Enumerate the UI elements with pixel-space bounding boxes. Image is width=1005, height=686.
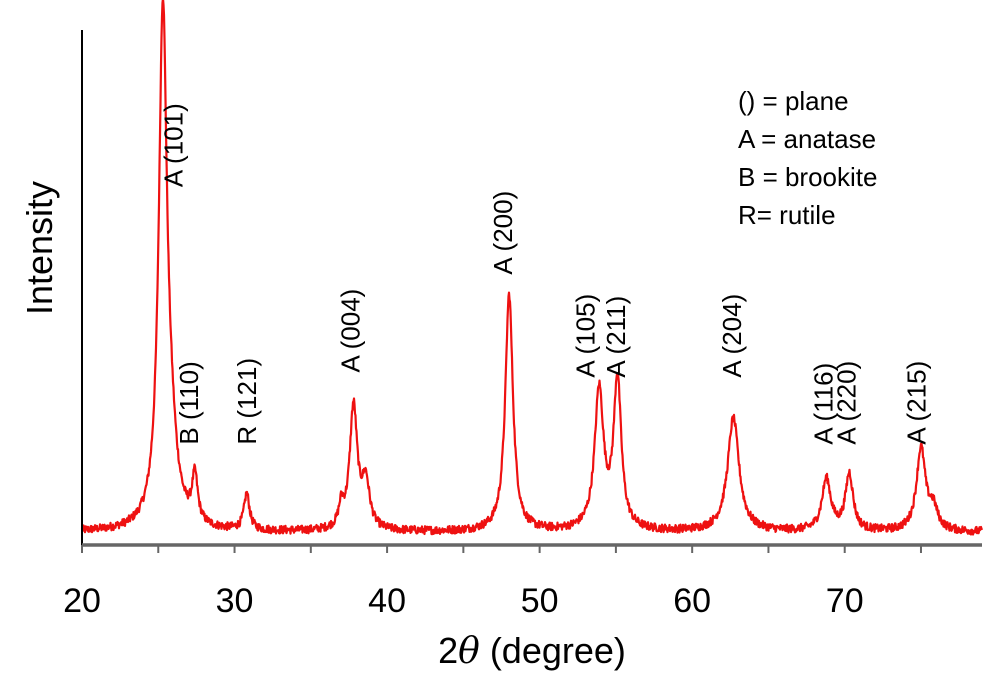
x-tick-label: 20 [63,582,101,620]
peak-label: B (110) [174,361,204,444]
x-axis-label-suffix: (degree) [480,630,626,671]
legend-entry: A = anatase [738,124,876,154]
peak-label: R (121) [232,358,262,445]
spectrum-line [80,0,984,536]
legend-entry: R= rutile [738,200,836,230]
legend-entry: B = brookite [738,162,877,192]
peak-label: A (116) [809,363,839,445]
x-tick-labels: 20 30 40 50 60 70 [63,582,864,620]
x-tick-label: 40 [368,582,406,620]
legend-entry: () = plane [738,86,849,116]
x-ticks [81,545,922,553]
x-axis-label-theta: θ [458,631,480,672]
x-tick-label: 50 [521,582,559,620]
x-axis-label: 2θ (degree) [438,630,626,672]
peak-label: A (105) [571,294,601,378]
peak-label: A (204) [717,294,747,378]
y-axis-label: Intensity [19,181,60,315]
peak-label: A (200) [488,191,518,275]
x-tick-label: 30 [216,582,254,620]
legend: () = plane A = anatase B = brookite R= ruti… [738,86,877,230]
peak-label: A (220) [831,361,861,445]
peak-label: A (101) [159,103,189,187]
x-axis-label-prefix: 2 [438,630,458,671]
peak-label: A (215) [902,361,932,445]
peak-label: A (004) [336,289,366,373]
peak-label: A (211) [601,296,631,378]
x-tick-label: 70 [826,582,864,620]
peak-labels: A (101) B (110) R (121) A (004) A (200) A (10… [159,103,932,444]
x-tick-label: 60 [673,582,711,620]
